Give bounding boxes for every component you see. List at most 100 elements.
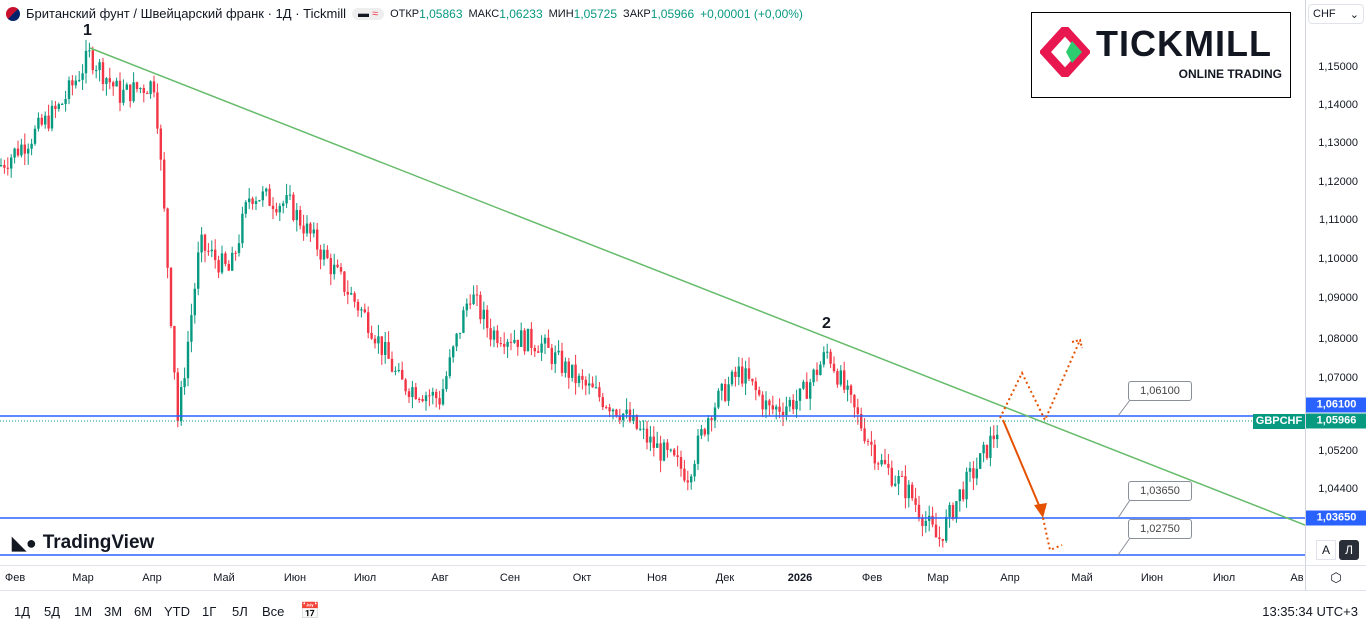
candle xyxy=(727,384,730,401)
candle xyxy=(322,249,326,260)
candle xyxy=(632,415,635,422)
candle xyxy=(499,343,502,345)
time-label: Дек xyxy=(715,572,735,584)
candle xyxy=(445,376,448,390)
candle xyxy=(798,388,802,401)
candle xyxy=(792,399,795,410)
callout-level-2[interactable]: 1,03650 xyxy=(1128,481,1192,501)
candle xyxy=(435,391,438,399)
candle xyxy=(846,385,849,390)
candle xyxy=(822,352,825,365)
candle xyxy=(241,213,244,244)
candle xyxy=(424,395,428,402)
candle xyxy=(639,428,642,430)
candle xyxy=(268,188,271,206)
price-chart[interactable] xyxy=(0,0,1305,565)
candle xyxy=(231,252,234,271)
candle xyxy=(812,369,815,383)
candle xyxy=(54,105,57,109)
candle xyxy=(775,406,778,410)
range-button[interactable]: 6М xyxy=(134,604,153,619)
range-button[interactable]: 1М xyxy=(74,604,93,619)
candle xyxy=(907,484,910,499)
current-price-badge: 1,05966 xyxy=(1306,413,1366,429)
candle xyxy=(924,520,927,527)
time-axis[interactable]: ⬡ Фев Мар Апр Май Июн Июл Авг Сен Окт Ноя Дек 2026 Ф… xyxy=(0,565,1366,591)
range-button[interactable]: YTD xyxy=(164,604,190,619)
candle xyxy=(917,504,921,518)
candle xyxy=(183,378,186,388)
log-scale-button[interactable]: Л xyxy=(1339,540,1359,560)
bottom-toolbar: 📅 13:35:34 UTC+3 1Д 5Д 1М 3М 6М YTD 1Г 5Л Все xyxy=(0,596,1366,629)
range-button[interactable]: 1Г xyxy=(202,604,217,619)
candle xyxy=(271,205,275,210)
candle xyxy=(176,372,179,421)
candle xyxy=(758,390,761,395)
candle xyxy=(489,328,492,340)
tickmill-logo: TICKMILL ONLINE TRADING xyxy=(1031,12,1291,98)
candle xyxy=(469,303,472,305)
bearish-tail-path[interactable] xyxy=(1042,517,1063,552)
callout-level-1[interactable]: 1,06100 xyxy=(1128,381,1192,401)
candle xyxy=(700,429,703,436)
candle xyxy=(91,50,94,71)
candle xyxy=(598,387,601,398)
candle xyxy=(975,468,978,479)
candle xyxy=(132,82,135,102)
candle xyxy=(166,208,169,268)
candle xyxy=(309,223,312,234)
candle xyxy=(339,267,343,272)
callout-level-3[interactable]: 1,02750 xyxy=(1128,519,1192,539)
visibility-toggle[interactable]: ▬ ≈ xyxy=(351,7,385,20)
candle xyxy=(234,252,237,254)
candle xyxy=(125,84,128,90)
change-value: +0,00001 (+0,00%) xyxy=(700,6,803,21)
tradingview-logo[interactable]: ◣● TradingView xyxy=(12,532,155,553)
symbol-title[interactable]: Британский фунт / Швейцарский франк · 1Д… xyxy=(26,6,346,21)
candle xyxy=(652,436,655,448)
candle xyxy=(533,347,536,352)
price-axis[interactable]: CHF ⌄ 1,06100 1,05966 1,03650 A Л 1,15000… xyxy=(1305,0,1366,565)
candle xyxy=(601,397,604,408)
bullish-scenario-path[interactable] xyxy=(999,339,1081,423)
wave-label-2: 2 xyxy=(822,315,831,332)
flag-icon xyxy=(6,6,20,21)
candle xyxy=(506,341,509,347)
trend-line[interactable] xyxy=(89,47,1305,526)
low-value: 1,05725 xyxy=(573,6,618,21)
candle xyxy=(101,62,105,84)
range-button[interactable]: 5Л xyxy=(232,604,248,619)
candle xyxy=(669,449,672,451)
candle xyxy=(353,293,356,302)
candle xyxy=(193,288,196,316)
candle xyxy=(200,234,203,253)
range-button[interactable]: 1Д xyxy=(14,604,31,619)
date-range-icon[interactable]: 📅 xyxy=(300,603,320,620)
arrow-head-icon xyxy=(1034,503,1047,518)
candle xyxy=(224,253,227,264)
candle xyxy=(605,407,608,409)
candle xyxy=(516,339,519,347)
candle xyxy=(6,167,9,169)
auto-scale-button[interactable]: A xyxy=(1316,540,1336,560)
candle xyxy=(853,394,856,408)
candle xyxy=(363,309,366,313)
candle xyxy=(900,475,904,477)
currency-select[interactable]: CHF ⌄ xyxy=(1308,4,1364,24)
candle xyxy=(302,225,305,234)
candle xyxy=(683,468,686,481)
candle xyxy=(720,383,723,391)
range-button[interactable]: 5Д xyxy=(44,604,61,619)
candle xyxy=(883,459,887,464)
candle xyxy=(81,73,84,80)
candle xyxy=(989,435,992,458)
time-label: Июн xyxy=(1140,572,1164,584)
candle xyxy=(557,350,560,353)
clock[interactable]: 13:35:34 UTC+3 xyxy=(1262,604,1358,619)
range-button[interactable]: Все xyxy=(262,604,285,619)
bearish-arrow[interactable] xyxy=(1002,419,1042,511)
candle xyxy=(227,263,230,271)
range-button[interactable]: 3М xyxy=(104,604,123,619)
candle xyxy=(180,387,183,421)
settings-icon[interactable]: ⬡ xyxy=(1305,566,1366,591)
